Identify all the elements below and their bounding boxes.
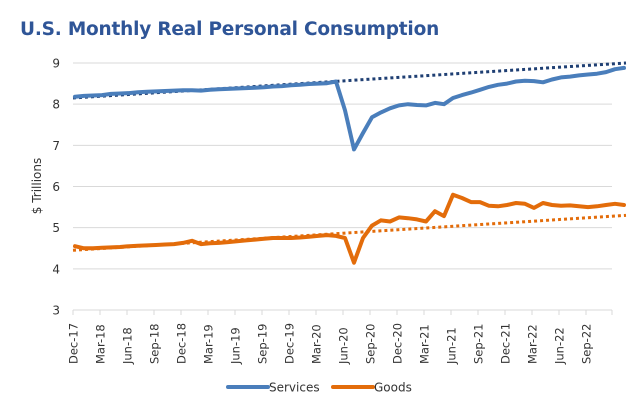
chart-title: U.S. Monthly Real Personal Consumption [20, 19, 440, 40]
y-tick-label: 3 [52, 304, 60, 318]
x-tick-label: Jun-19 [229, 327, 243, 365]
x-tick-label: Mar-18 [94, 324, 108, 364]
x-tick-label: Jun-18 [121, 327, 135, 365]
x-tick-label: Mar-21 [418, 324, 432, 364]
x-tick-label: Mar-20 [310, 324, 324, 364]
x-tick-label: Sep-20 [364, 324, 378, 364]
x-tick-label: Jun-20 [337, 327, 351, 365]
y-tick-label: 6 [52, 180, 60, 194]
legend-label-goods: Goods [374, 381, 412, 395]
x-tick-label: Mar-22 [526, 324, 540, 364]
series-line-goods [73, 192, 626, 265]
x-tick-label: Sep-21 [472, 324, 486, 364]
x-tick-label: Dec-17 [67, 323, 81, 364]
x-tick-label: Sep-22 [580, 324, 594, 364]
legend: Services Goods [226, 381, 412, 395]
y-tick-label: 9 [52, 57, 60, 71]
x-tick-label: Jun-22 [553, 327, 567, 365]
x-tick-label: Dec-18 [175, 323, 189, 364]
series-line-services [73, 65, 626, 152]
y-tick-label: 8 [52, 98, 60, 112]
x-tick-label: Dec-19 [283, 323, 297, 364]
x-tick-label: Sep-18 [148, 324, 162, 364]
y-tick-label: 7 [52, 139, 60, 153]
y-axis-label: $ Trillions [30, 158, 44, 214]
x-tick-label: Dec-21 [499, 323, 513, 364]
y-tick-label: 4 [52, 262, 60, 276]
y-tick-label: 5 [52, 221, 60, 235]
x-tick-label: Jun-21 [445, 327, 459, 365]
legend-label-services: Services [269, 381, 320, 395]
x-tick-label: Mar-19 [202, 324, 216, 364]
x-tick-label: Dec-20 [391, 323, 405, 364]
x-tick-label: Sep-19 [256, 324, 270, 364]
